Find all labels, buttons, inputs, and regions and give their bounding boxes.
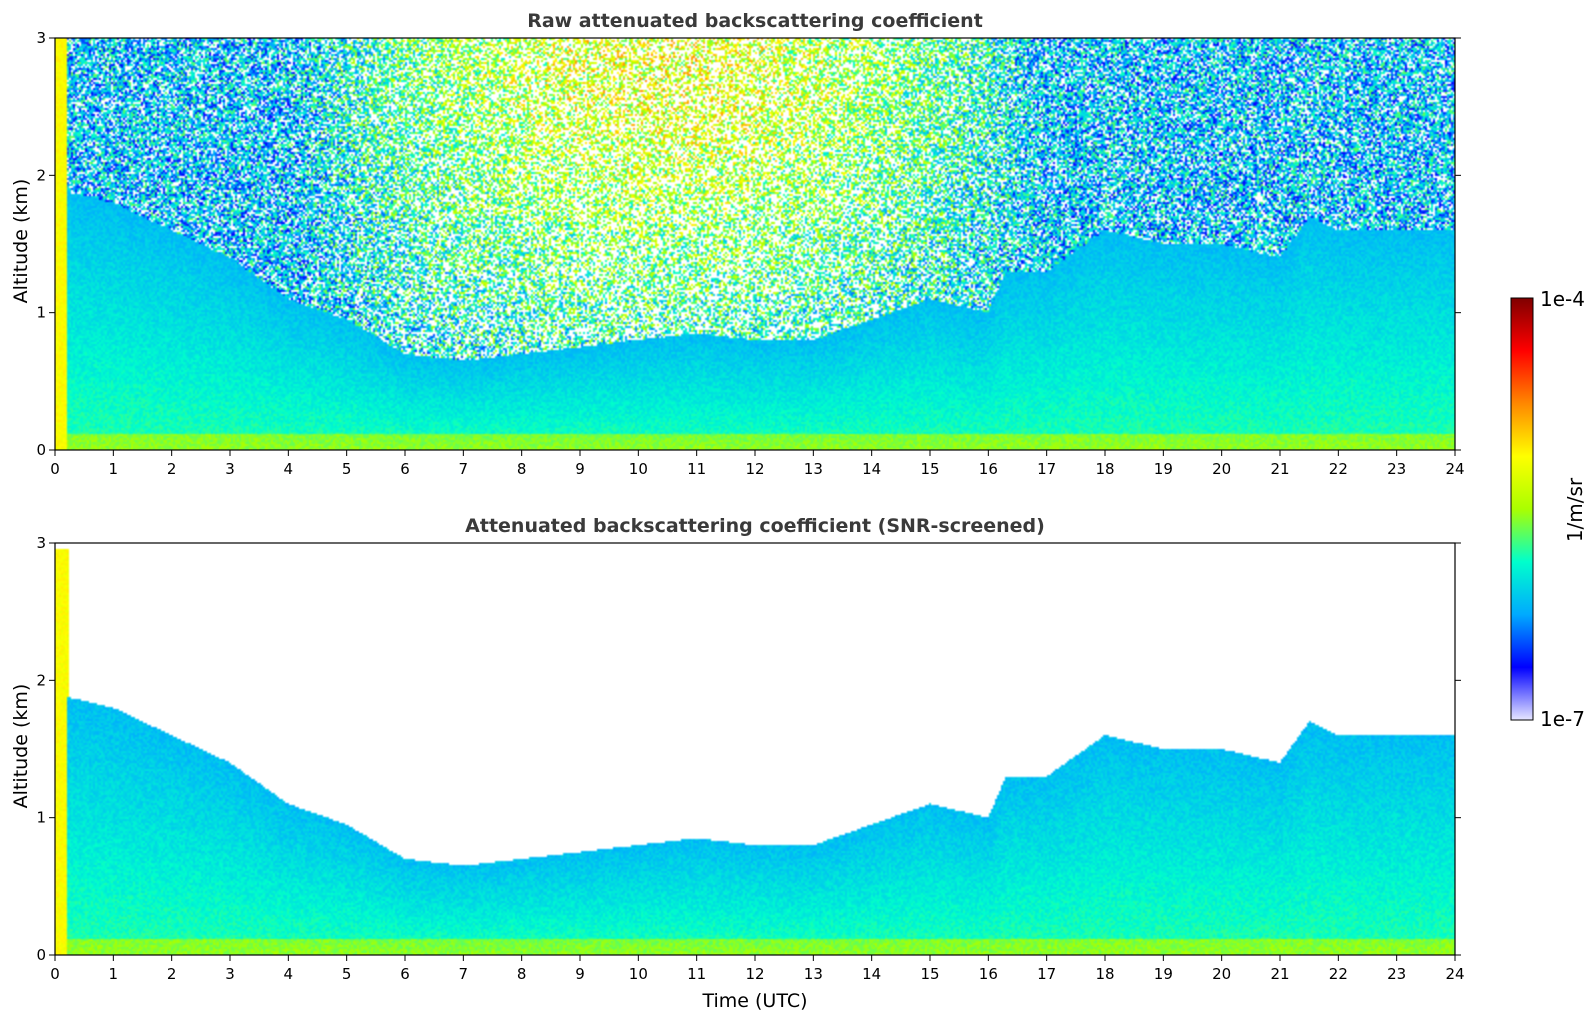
screened-backscatter-panel: Attenuated backscattering coefficient (S… xyxy=(10,515,1465,1012)
x-tick-label: 1 xyxy=(109,460,119,478)
raw-panel-ylabel: Altitude (km) xyxy=(10,179,32,304)
x-tick-label: 22 xyxy=(1329,460,1348,478)
x-tick-label: 0 xyxy=(50,965,60,983)
y-tick-label: 0 xyxy=(36,441,46,459)
x-tick-label: 6 xyxy=(400,965,410,983)
x-tick-label: 21 xyxy=(1270,460,1289,478)
x-tick-label: 23 xyxy=(1387,460,1406,478)
x-tick-label: 8 xyxy=(517,965,527,983)
x-tick-label: 13 xyxy=(804,965,823,983)
x-tick-label: 19 xyxy=(1154,965,1173,983)
x-tick-label: 7 xyxy=(459,965,469,983)
x-tick-label: 22 xyxy=(1329,965,1348,983)
x-tick-label: 14 xyxy=(862,965,881,983)
x-tick-label: 20 xyxy=(1212,460,1231,478)
x-tick-label: 15 xyxy=(920,965,939,983)
colorbar-gradient xyxy=(1510,297,1534,721)
x-tick-label: 14 xyxy=(862,460,881,478)
x-tick-label: 0 xyxy=(50,460,60,478)
raw-panel-title: Raw attenuated backscattering coefficien… xyxy=(527,10,983,32)
x-tick-label: 4 xyxy=(284,965,294,983)
heatmap-raster xyxy=(55,38,1455,450)
x-tick-label: 1 xyxy=(109,965,119,983)
x-tick-label: 2 xyxy=(167,965,177,983)
colorbar-max-label: 1e-4 xyxy=(1540,287,1585,311)
x-tick-label: 5 xyxy=(342,965,352,983)
screened-heatmap-image xyxy=(55,543,1455,955)
x-tick-label: 10 xyxy=(629,460,648,478)
x-tick-label: 8 xyxy=(517,460,527,478)
x-tick-label: 12 xyxy=(745,460,764,478)
screened-panel-ticks: 0 1 2 3 4 5 6 7 8 9 10 11 12 13 14 15 16 17 18 19 20 21 22 23 24… xyxy=(36,534,1464,983)
x-tick-label: 2 xyxy=(167,460,177,478)
x-tick-label: 9 xyxy=(575,965,585,983)
x-tick-label: 11 xyxy=(687,460,706,478)
colorbar: 1e-4 1e-7 1/m/sr xyxy=(1510,287,1587,731)
heatmap-raster xyxy=(55,543,1455,955)
x-tick-label: 11 xyxy=(687,965,706,983)
x-tick-label: 4 xyxy=(284,460,294,478)
y-tick-label: 2 xyxy=(36,671,46,689)
x-tick-label: 24 xyxy=(1445,460,1464,478)
raw-panel-frame xyxy=(54,37,1456,451)
x-tick-label: 19 xyxy=(1154,460,1173,478)
x-tick-label: 3 xyxy=(225,460,235,478)
y-tick-label: 1 xyxy=(36,809,46,827)
colorbar-unit-label: 1/m/sr xyxy=(1563,477,1587,542)
x-tick-label: 9 xyxy=(575,460,585,478)
x-tick-label: 20 xyxy=(1212,965,1231,983)
screened-panel-xlabel: Time (UTC) xyxy=(701,990,807,1012)
x-tick-label: 15 xyxy=(920,460,939,478)
x-tick-label: 10 xyxy=(629,965,648,983)
raw-heatmap-image xyxy=(55,38,1455,450)
x-tick-label: 18 xyxy=(1095,965,1114,983)
x-tick-label: 17 xyxy=(1037,460,1056,478)
y-tick-label: 3 xyxy=(36,534,46,552)
x-tick-label: 17 xyxy=(1037,965,1056,983)
x-tick-label: 18 xyxy=(1095,460,1114,478)
raw-backscatter-panel: Raw attenuated backscattering coefficien… xyxy=(10,10,1465,478)
x-tick-label: 13 xyxy=(804,460,823,478)
x-tick-label: 3 xyxy=(225,965,235,983)
y-tick-label: 3 xyxy=(36,29,46,47)
colorbar-min-label: 1e-7 xyxy=(1540,707,1585,731)
screened-panel-ylabel: Altitude (km) xyxy=(10,684,32,809)
x-tick-label: 16 xyxy=(979,460,998,478)
x-tick-label: 24 xyxy=(1445,965,1464,983)
x-tick-label: 5 xyxy=(342,460,352,478)
y-tick-label: 2 xyxy=(36,166,46,184)
x-tick-label: 7 xyxy=(459,460,469,478)
y-tick-label: 1 xyxy=(36,304,46,322)
x-tick-label: 16 xyxy=(979,965,998,983)
x-tick-label: 21 xyxy=(1270,965,1289,983)
raw-panel-ticks: 0 1 2 3 4 5 6 7 8 9 10 11 12 13 14 15 16 17 18 19 20 21 22 23 24… xyxy=(36,29,1464,478)
x-tick-label: 23 xyxy=(1387,965,1406,983)
x-tick-label: 12 xyxy=(745,965,764,983)
y-tick-label: 0 xyxy=(36,946,46,964)
screened-panel-title: Attenuated backscattering coefficient (S… xyxy=(465,515,1045,537)
x-tick-label: 6 xyxy=(400,460,410,478)
screened-panel-frame xyxy=(54,542,1456,956)
